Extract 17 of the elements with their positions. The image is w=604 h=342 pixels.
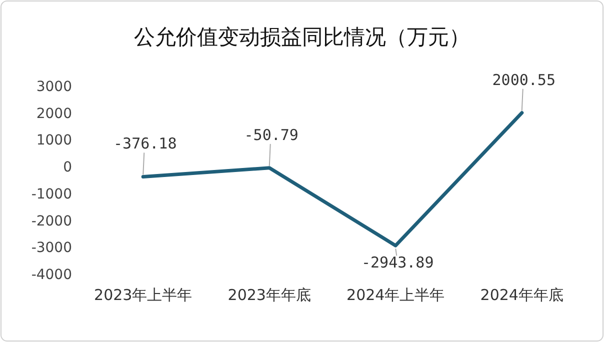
x-tick-label: 2023年年底 [228,286,311,304]
y-tick-label: 0 [63,160,72,176]
x-tick-label: 2024年上半年 [346,286,445,304]
data-label: -376.18 [114,134,177,153]
y-tick-label: -2000 [31,213,72,230]
chart-title: 公允价值变动损益同比情况（万元） [134,25,470,49]
y-tick-label: 1000 [36,132,72,149]
y-tick-label: 2000 [36,106,72,122]
data-label: -2943.89 [362,254,434,272]
data-label: -50.79 [244,126,298,144]
data-label: 2000.55 [492,70,556,89]
y-tick-label: -1000 [31,186,72,202]
y-tick-label: -4000 [31,267,72,283]
y-tick-label: 3000 [36,79,72,95]
x-tick-label: 2024年年底 [480,286,564,304]
y-tick-label: -3000 [31,240,72,256]
x-tick-label: 2023年上半年 [94,286,192,304]
